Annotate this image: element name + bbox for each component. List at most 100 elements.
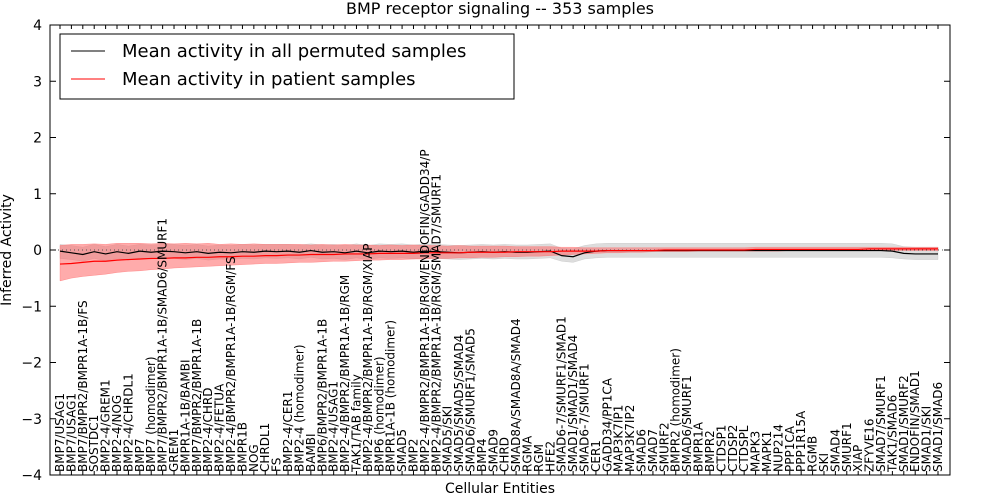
x-tick-label: BMP4 <box>475 439 489 472</box>
x-tick-label: BMP2-4/FETUA <box>213 383 227 472</box>
x-tick-label: SMAD7 <box>646 429 660 472</box>
x-tick-label: RGMB <box>806 436 820 472</box>
y-tick-label: 4 <box>33 18 42 34</box>
x-tick-label: SMAD5/SKI <box>441 406 455 472</box>
x-axis: BMP7/USAG1BMP7/USAG1BMP7/BMPR2/BMPR1A-1B… <box>53 25 945 475</box>
x-tick-label: BMP7 (homodimer) <box>144 356 158 472</box>
x-tick-label: BMP7 <box>133 439 147 472</box>
x-tick-label: BMP2-4/USAG1 <box>327 381 341 472</box>
x-tick-label: BMP2-4/GREM1 <box>99 379 113 472</box>
x-tick-label: SMURF2 <box>657 422 671 472</box>
y-axis-label: Inferred Activity <box>0 194 15 306</box>
band-series-1 <box>59 242 939 282</box>
x-tick-label: BMPR1B <box>235 422 249 472</box>
x-tick-label: MAPK3 <box>749 431 763 472</box>
x-tick-label: FS <box>270 458 284 472</box>
x-tick-label: SMAD5/SMAD5/SMAD4 <box>452 335 466 472</box>
y-tick-label: −1 <box>21 299 42 315</box>
x-tick-label: SMAD9 <box>486 429 500 472</box>
y-tick-label: 0 <box>33 243 42 259</box>
x-tick-label: GREM1 <box>167 429 181 472</box>
x-tick-label: TAK1/TAB family <box>349 374 363 473</box>
x-tick-label: MAPK1 <box>760 431 774 472</box>
x-tick-label: SMAD1/SMAD6 <box>931 382 945 472</box>
x-tick-label: BMP2-4/BMPR2/BMPR1A-1B/RGM/ENDOFIN/GADD3… <box>418 149 432 472</box>
x-tick-label: BMP6/BMPR2/BMPR1A-1B <box>315 319 329 472</box>
legend-box <box>59 33 515 100</box>
legend: Mean activity in all permuted samples Me… <box>59 33 515 100</box>
x-tick-label: SMURF1 <box>840 422 854 472</box>
x-tick-label: BMPR1A-1B/BAMBI <box>178 359 192 472</box>
x-tick-label: BMP2-4/BMPR2/BMPR1A-1B/RGM/FS <box>224 256 238 472</box>
x-tick-label: NOG <box>247 444 261 472</box>
legend-label-patient: Mean activity in patient samples <box>122 69 416 90</box>
x-tick-label: PPP1CA <box>783 425 797 472</box>
legend-label-permuted: Mean activity in all permuted samples <box>122 41 466 62</box>
x-tick-label: BMP2-4/CHRD <box>201 388 215 472</box>
y-tick-label: 1 <box>33 187 42 203</box>
x-tick-label: BMP6 (homodimer) <box>372 356 386 472</box>
x-tick-label: BMP2-4/BMPR2/BMPR1A-1B/RGM <box>338 275 352 472</box>
x-tick-label: RGMA <box>521 435 535 472</box>
series-line-1 <box>59 248 938 265</box>
x-tick-label: SMAD6/SMURF1 <box>680 375 694 472</box>
x-tick-label: CHRDL1 <box>258 423 272 472</box>
x-tick-label: SKI <box>817 453 831 472</box>
x-tick-label: BMP2 <box>406 439 420 472</box>
x-tick-label: SMAD8A/SMAD8A/SMAD4 <box>509 318 523 472</box>
x-tick-label: BMP2-4/BMPR2/BMPR1A-1B/RGM/SMAD7/SMURF1 <box>429 174 443 472</box>
x-tick-label: SMAD6-7/SMURF1 <box>578 363 592 472</box>
x-tick-label: SMAD7/SMURF1 <box>874 375 888 472</box>
x-tick-label: BMPR2 (homodimer) <box>669 348 683 472</box>
x-tick-label: BMP7/BMPR2/BMPR1A-1B/SMAD6/SMURF1 <box>156 218 170 472</box>
x-tick-label: SMAD6-7/SMURF1/SMAD1 <box>555 316 569 472</box>
series-lines <box>59 248 938 265</box>
x-tick-label: GADD34/PP1CA <box>600 377 614 472</box>
x-tick-label: NUP214 <box>771 424 785 472</box>
x-tick-label: BMP2-4 (homodimer) <box>292 344 306 472</box>
x-tick-label: SOSTDC1 <box>87 415 101 472</box>
x-tick-label: BMP2-4/CHRDL1 <box>121 373 135 472</box>
x-tick-label: MAP3K7IP1 <box>612 405 626 472</box>
x-tick-label: BMPR1A-1B (homodimer) <box>384 320 398 472</box>
x-tick-label: SMAD5 <box>395 429 409 472</box>
x-tick-label: BMP2-4/NOG <box>110 395 124 472</box>
x-tick-label: CTDSPL <box>737 425 751 472</box>
x-tick-label: BMPR1A <box>692 421 706 472</box>
x-tick-label: BMP7/USAG1 <box>53 393 67 472</box>
x-tick-label: HFE2 <box>543 441 557 472</box>
x-tick-label: CTDSP2 <box>726 425 740 472</box>
y-tick-label: −3 <box>21 412 42 428</box>
x-tick-label: CER1 <box>589 440 603 472</box>
x-tick-label: SMAD6/SMURF1/SMAD5 <box>463 328 477 472</box>
x-tick-label: BMP2-4/BMPR2/BMPR1A-1B/RGM/XIAP <box>361 243 375 472</box>
x-tick-label: SMAD6 <box>635 429 649 472</box>
y-tick-label: 3 <box>33 74 42 90</box>
x-tick-label: ZFYVE16 <box>863 418 877 472</box>
chart-title: BMP receptor signaling -- 353 samples <box>346 0 654 18</box>
x-tick-label: BMP7/BMPR2/BMPR1A-1B/FS <box>76 300 90 472</box>
x-tick-label: RGM <box>532 444 546 472</box>
x-tick-label: SMAD1/SKI <box>920 406 934 472</box>
x-tick-label: ENDOFIN/SMAD1 <box>908 370 922 472</box>
x-tick-label: SMAD1/SMAD1/SMAD4 <box>566 335 580 472</box>
x-tick-label: XIAP <box>851 445 865 472</box>
x-tick-label: SMAD4 <box>828 429 842 472</box>
x-tick-label: BMP7/USAG1 <box>64 393 78 472</box>
x-tick-label: TAK1/SMAD6 <box>885 395 899 473</box>
x-tick-label: SMAD1/SMURF2 <box>897 375 911 472</box>
x-axis-label: Cellular Entities <box>445 481 555 497</box>
x-tick-label: BMP7/BMPR2/BMPR1A-1B <box>190 319 204 472</box>
x-tick-label: PPP1R15A <box>794 410 808 472</box>
y-tick-label: 2 <box>33 131 42 147</box>
x-tick-label: CTDSP1 <box>714 425 728 472</box>
x-tick-label: MAP3K7IP2 <box>623 405 637 472</box>
x-tick-label: CHRD <box>498 437 512 472</box>
x-tick-label: BAMBI <box>304 433 318 472</box>
y-axis: −4 −3 −2 −1 0 1 2 3 4 <box>21 18 950 484</box>
y-tick-label: −2 <box>21 356 42 372</box>
x-tick-label: BMP2-4/CER1 <box>281 391 295 472</box>
x-tick-label: BMPR2 <box>703 430 717 472</box>
y-tick-label: −4 <box>21 468 42 484</box>
